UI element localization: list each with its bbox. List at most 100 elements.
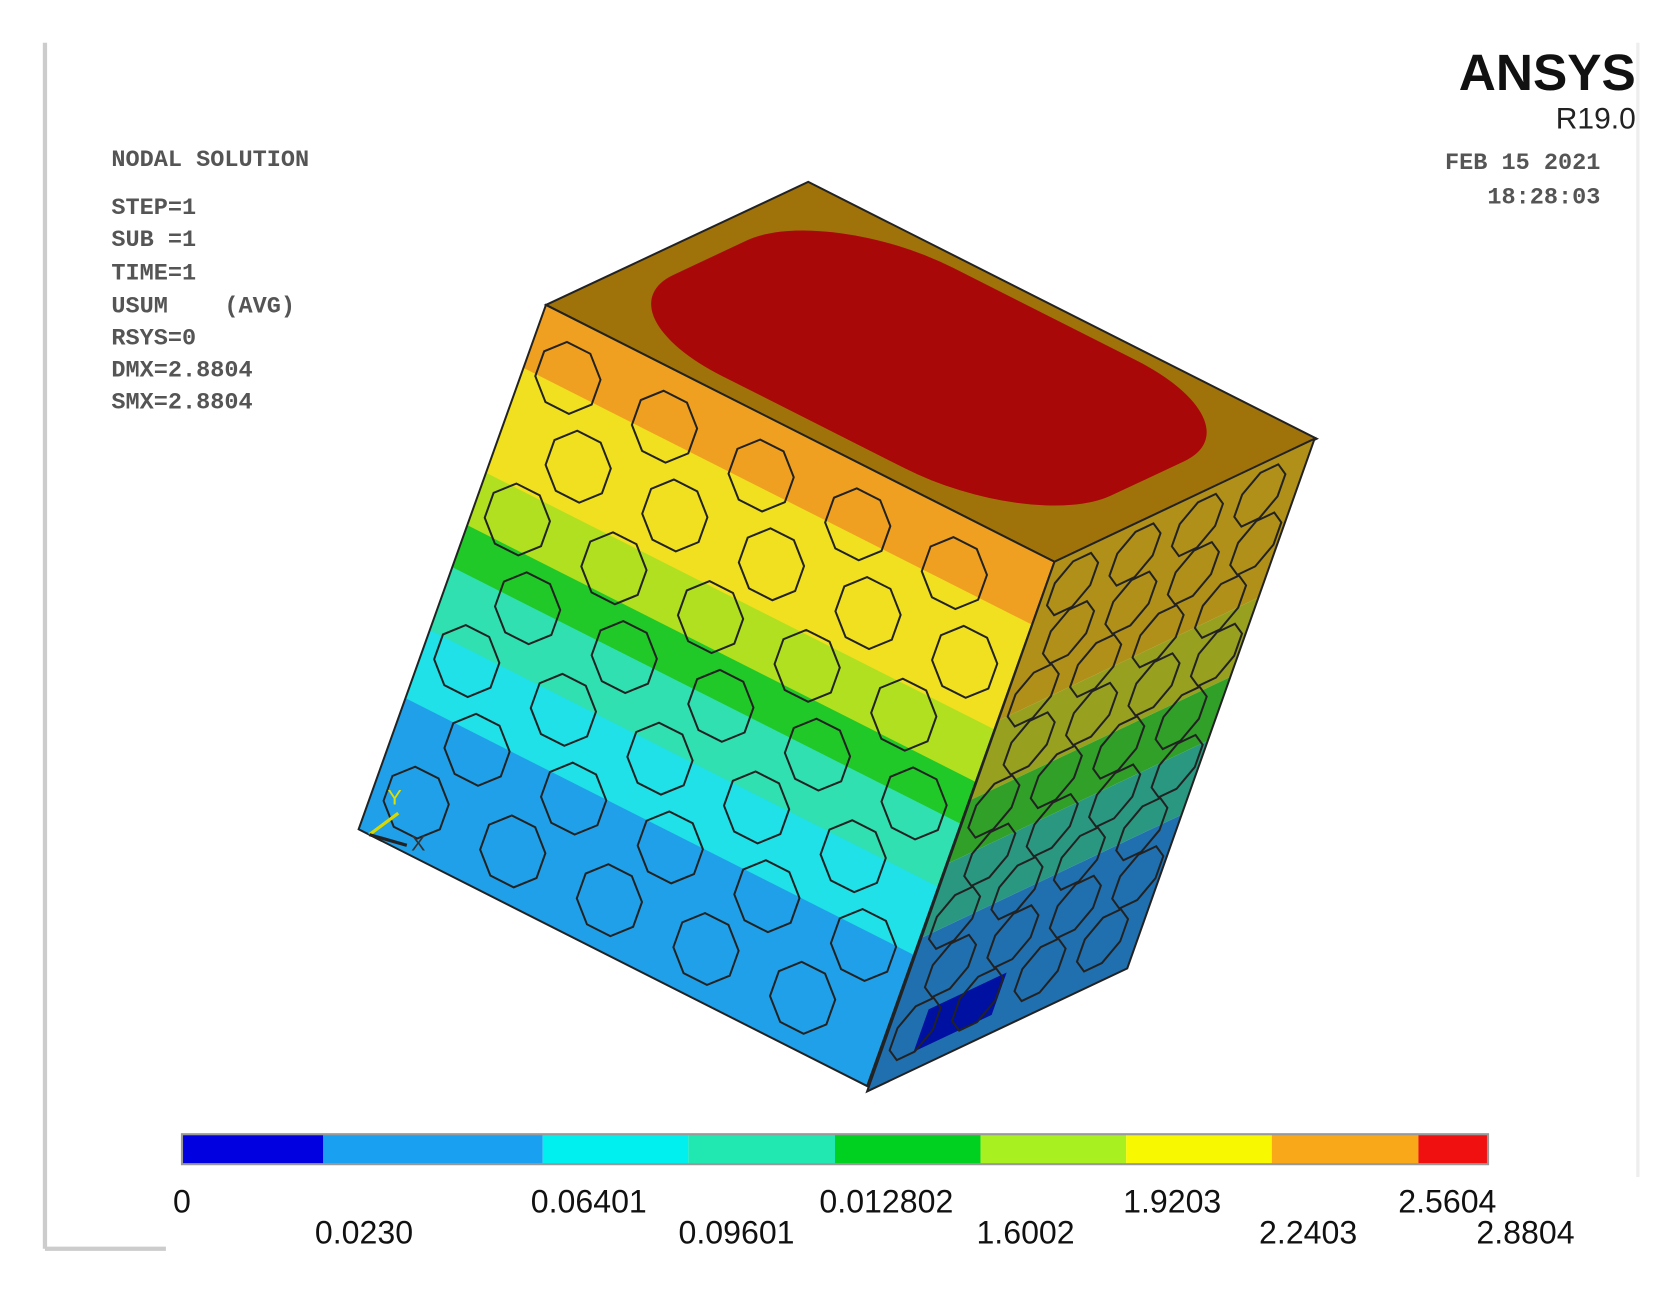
info-line: STEP=1 [111, 195, 196, 222]
hole [1084, 759, 1146, 833]
hole [1162, 536, 1224, 610]
triad-x: X [411, 832, 425, 856]
hole [1150, 681, 1212, 755]
hole [682, 662, 760, 751]
triad-y: Y [388, 786, 402, 810]
hole [1044, 870, 1106, 944]
legend-swatch [1126, 1134, 1272, 1165]
hole [865, 670, 943, 759]
info-line: NODAL SOLUTION [111, 147, 309, 174]
legend-swatch [542, 1134, 689, 1165]
band [403, 630, 939, 961]
hole [1025, 740, 1087, 814]
hole [1104, 517, 1166, 591]
min-region [913, 972, 1007, 1052]
hole [631, 803, 709, 892]
hole [529, 334, 607, 423]
hole [919, 929, 981, 1003]
legend-label: 0.012802 [819, 1183, 953, 1219]
hole [923, 881, 985, 955]
hole [535, 754, 613, 843]
info-block: NODAL SOLUTION STEP=1 SUB =1 TIME=1 USUM (AV… [111, 147, 309, 417]
band [947, 677, 1231, 864]
hole [474, 807, 552, 896]
info-line: RSYS=0 [111, 326, 196, 353]
hole [1021, 788, 1083, 862]
hole [963, 769, 1025, 843]
hole [779, 710, 857, 799]
hole [585, 613, 663, 702]
hole [667, 905, 745, 994]
hole [621, 714, 699, 803]
info-line: DMX=2.8804 [111, 358, 252, 385]
hole [524, 666, 602, 755]
hole [636, 471, 714, 560]
band [427, 567, 961, 893]
legend-label: 0.0230 [315, 1214, 413, 1250]
band [484, 367, 1032, 735]
right-face [867, 439, 1314, 1092]
info-line: SMX=2.8804 [111, 390, 252, 417]
hole [1002, 658, 1064, 732]
hole [1037, 595, 1099, 669]
hole [1100, 566, 1162, 640]
legend-label: 2.5604 [1398, 1183, 1496, 1219]
hole [626, 382, 704, 471]
hole [672, 573, 750, 662]
hole [728, 852, 806, 941]
hole [428, 617, 506, 706]
legend-frame [180, 1133, 1490, 1166]
hole [722, 431, 800, 520]
legend-swatch [323, 1134, 543, 1165]
hole [819, 480, 897, 569]
hole [718, 763, 796, 852]
hole [982, 899, 1044, 973]
hole [539, 422, 617, 511]
hole [1166, 488, 1228, 562]
hole [1060, 677, 1122, 751]
hole [1229, 458, 1291, 532]
right-edge [867, 439, 1314, 1092]
band [465, 472, 995, 788]
legend-swatch [181, 1134, 324, 1165]
hole [998, 706, 1060, 780]
legend-label: 2.8804 [1476, 1214, 1574, 1250]
triad-axis [368, 833, 408, 847]
legend-label: 1.9203 [1123, 1183, 1221, 1219]
hole [478, 475, 556, 564]
hole [986, 851, 1048, 925]
legend-label: 1.6002 [976, 1214, 1074, 1250]
hole [489, 564, 567, 653]
max-region [651, 230, 1207, 506]
hole [884, 992, 946, 1066]
hole [915, 529, 993, 618]
band [521, 304, 1055, 630]
legend-swatch [835, 1134, 981, 1165]
legend-swatch [1418, 1134, 1489, 1165]
hole [1123, 647, 1185, 721]
hole [825, 901, 903, 990]
legend-label: 0.09601 [678, 1214, 794, 1250]
hole [377, 758, 455, 847]
date: FEB 15 2021 [1445, 150, 1600, 177]
hole [1041, 547, 1103, 621]
hole [575, 524, 653, 613]
hole [1146, 729, 1208, 803]
legend-swatch [980, 1134, 1127, 1165]
hole [1225, 507, 1287, 581]
triad-axis [368, 811, 400, 836]
version: R19.0 [1556, 102, 1636, 135]
hole [1127, 599, 1189, 673]
hole [1065, 629, 1127, 703]
hole [768, 622, 846, 711]
hole [875, 759, 953, 848]
legend: 0 0.0230 0.06401 0.09601 0.012802 1.6002 1.920… [173, 1133, 1575, 1250]
band [921, 740, 1208, 938]
hole [814, 812, 892, 901]
info-line: USUM (AVG) [111, 293, 295, 320]
logo: ANSYS [1459, 43, 1636, 101]
legend-label: 2.2403 [1259, 1214, 1357, 1250]
hole [1111, 792, 1173, 866]
